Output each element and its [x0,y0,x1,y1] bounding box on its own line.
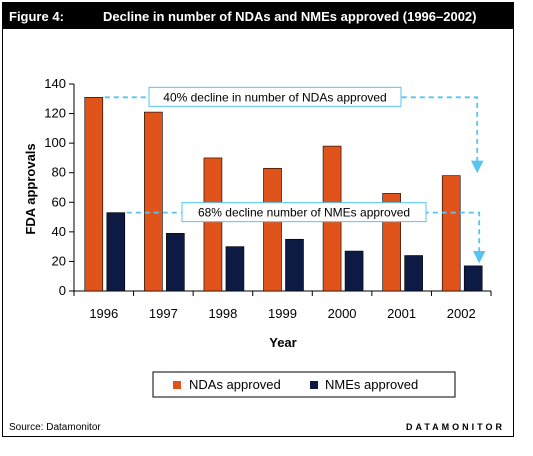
bar-nmes [404,255,423,292]
annotation-box-nmes [181,202,427,223]
bar-ndas [144,111,163,292]
y-tick-label: 40 [52,224,66,239]
bar-chart: 0 20 40 60 80 100 120 140 1996 1997 1998 1999 2000 20… [23,76,492,398]
x-tick-label: 1996 [89,306,118,321]
legend-label-ndas: NDAs approved [189,377,281,392]
y-tick-label: 120 [44,106,66,121]
x-tick-label: 2002 [447,306,476,321]
y-tick-label: 80 [52,165,66,180]
plot-area: 0 20 40 60 80 100 120 140 1996 1997 1998 1999 2000 20… [44,76,492,321]
bar-nmes [344,250,364,292]
x-tick-label: 2001 [387,306,416,321]
legend-label-nmes: NMEs approved [325,377,418,392]
brand-logo: DATAMONITOR [406,422,505,432]
figure-frame: Figure 4: Decline in number of NDAs and … [2,2,514,437]
annotation-text-ndas: 40% decline in number of NDAs approved [163,90,386,104]
x-tick-label: 1997 [149,306,178,321]
y-tick-label: 0 [59,283,66,298]
bar-ndas [84,97,104,292]
figure-header: Figure 4: Decline in number of NDAs and … [3,3,513,29]
x-tick-label: 1998 [208,306,237,321]
annotation-text-nmes: 68% decline number of NMEs approved [198,206,410,220]
bar-nmes [285,238,304,292]
bar-ndas [203,157,223,292]
y-tick-label: 20 [52,253,66,268]
legend-swatch-ndas [173,381,181,389]
y-tick-label: 60 [52,194,66,209]
bar-nmes [166,233,185,292]
y-axis-label: FDA approvals [23,143,38,234]
bar-nmes [106,212,126,292]
bar-ndas [441,175,461,292]
y-tick-label: 100 [44,135,66,150]
annotation-box-ndas [148,86,402,107]
source-note: Source: Datamonitor [9,422,101,433]
bar-nmes [225,246,245,292]
y-tick-label: 140 [44,76,66,91]
x-axis-label: Year [269,335,296,350]
bar-ndas [263,167,282,292]
x-tick-label: 1999 [268,306,297,321]
bar-nmes [463,265,483,292]
legend-swatch-nmes [310,381,318,389]
annotation-connector-ndas [104,96,484,174]
figure-label: Figure 4: [9,9,64,24]
legend: NDAs approved NMEs approved [152,371,456,398]
x-tick-label: 2000 [328,306,357,321]
figure-title: Decline in number of NDAs and NMEs appro… [103,9,477,24]
legend-box [152,371,456,398]
